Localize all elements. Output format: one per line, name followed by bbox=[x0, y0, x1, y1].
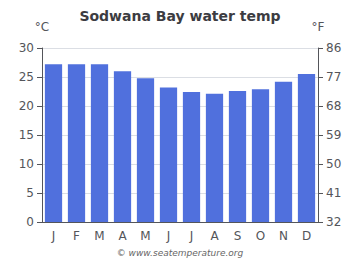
svg-text:© www.seatemperature.org: © www.seatemperature.org bbox=[117, 248, 244, 258]
svg-text:10: 10 bbox=[19, 157, 34, 171]
svg-text:25: 25 bbox=[19, 70, 34, 84]
svg-text:°C: °C bbox=[35, 20, 49, 34]
svg-text:86: 86 bbox=[326, 41, 341, 55]
svg-text:0: 0 bbox=[26, 215, 34, 229]
svg-text:5: 5 bbox=[26, 186, 34, 200]
svg-text:°F: °F bbox=[312, 20, 325, 34]
svg-text:77: 77 bbox=[326, 70, 341, 84]
svg-text:M: M bbox=[94, 229, 104, 243]
svg-text:50: 50 bbox=[326, 157, 341, 171]
svg-text:F: F bbox=[73, 229, 80, 243]
svg-text:41: 41 bbox=[326, 186, 341, 200]
svg-text:J: J bbox=[166, 229, 171, 243]
svg-text:J: J bbox=[51, 229, 56, 243]
svg-text:M: M bbox=[140, 229, 150, 243]
svg-text:59: 59 bbox=[326, 128, 341, 142]
svg-text:20: 20 bbox=[19, 99, 34, 113]
svg-text:A: A bbox=[210, 229, 219, 243]
svg-text:O: O bbox=[256, 229, 265, 243]
svg-text:68: 68 bbox=[326, 99, 341, 113]
svg-text:32: 32 bbox=[326, 215, 341, 229]
svg-text:S: S bbox=[234, 229, 242, 243]
svg-text:Sodwana Bay water temp: Sodwana Bay water temp bbox=[79, 8, 280, 24]
svg-text:15: 15 bbox=[19, 128, 34, 142]
svg-text:J: J bbox=[189, 229, 194, 243]
svg-text:N: N bbox=[279, 229, 288, 243]
svg-text:30: 30 bbox=[19, 41, 34, 55]
svg-text:D: D bbox=[302, 229, 311, 243]
svg-text:A: A bbox=[118, 229, 127, 243]
